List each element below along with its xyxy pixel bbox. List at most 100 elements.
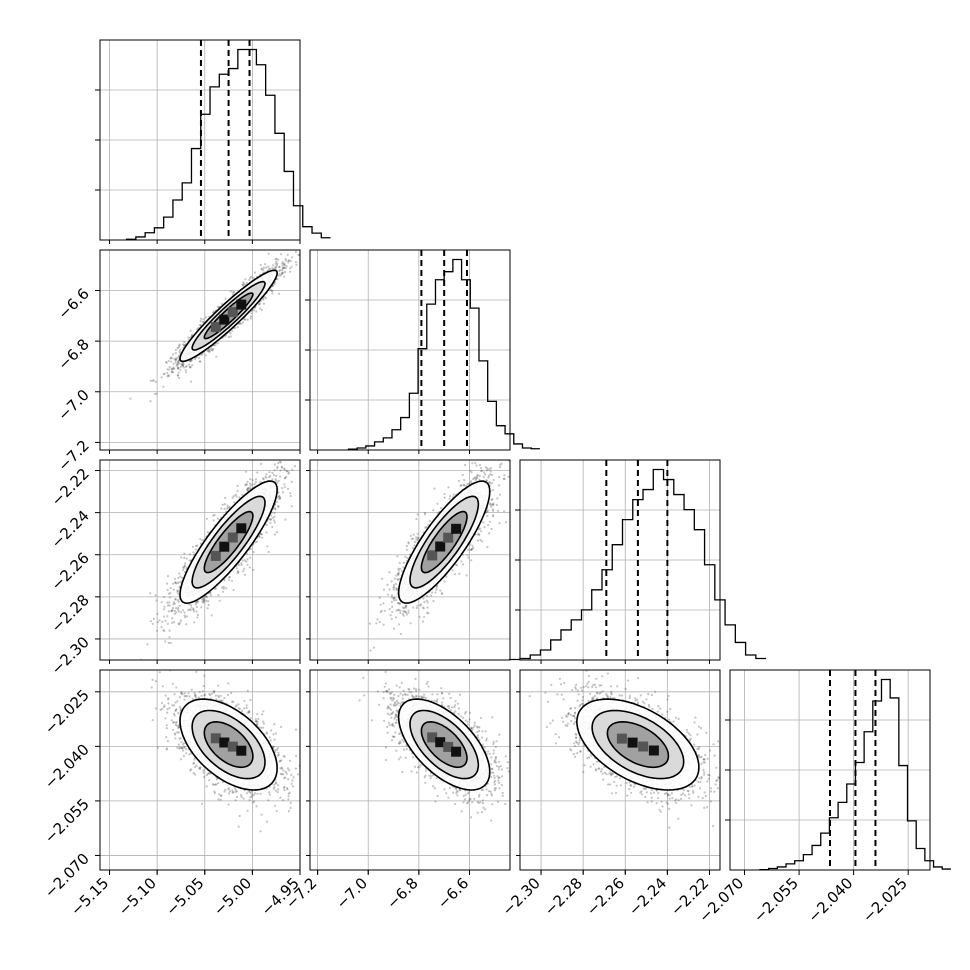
sample-point xyxy=(230,579,234,582)
sample-point xyxy=(294,261,298,264)
sample-point xyxy=(216,305,219,308)
sample-point xyxy=(244,318,247,321)
sample-point xyxy=(256,540,259,543)
sample-point xyxy=(273,521,276,524)
sample-point xyxy=(264,475,267,478)
sample-point xyxy=(206,531,209,534)
sample-point xyxy=(244,483,248,486)
sample-point xyxy=(264,263,267,266)
sample-point xyxy=(174,358,177,361)
sample-point xyxy=(182,566,185,569)
sample-point xyxy=(288,259,291,262)
sample-point xyxy=(171,371,174,374)
sample-point xyxy=(183,556,186,560)
sample-point xyxy=(283,262,286,265)
sample-point xyxy=(275,260,278,263)
sample-point xyxy=(223,579,226,582)
sample-point xyxy=(283,266,286,269)
sample-point xyxy=(172,353,175,356)
sample-point xyxy=(270,514,273,517)
sample-point xyxy=(278,497,282,500)
sample-point xyxy=(181,609,185,612)
sample-point xyxy=(223,503,226,506)
sample-point xyxy=(176,591,179,594)
sample-point xyxy=(218,599,221,602)
sample-point xyxy=(240,322,243,325)
sample-point xyxy=(290,265,293,268)
sample-point xyxy=(305,243,307,245)
sample-point xyxy=(179,368,182,371)
sample-point xyxy=(244,278,247,281)
sample-point xyxy=(174,359,177,362)
sample-point xyxy=(164,619,167,622)
sample-point xyxy=(279,469,282,472)
sample-point xyxy=(242,283,245,286)
sample-point xyxy=(166,604,170,607)
sample-point xyxy=(173,621,176,624)
sample-point xyxy=(190,359,193,362)
sample-point xyxy=(277,505,280,508)
sample-point xyxy=(191,364,194,367)
sample-point xyxy=(194,548,197,551)
sample-point xyxy=(266,545,269,548)
sample-point xyxy=(178,343,181,346)
sample-point xyxy=(176,374,180,377)
sample-point xyxy=(246,558,249,561)
sample-point xyxy=(248,486,251,489)
sample-point xyxy=(176,365,179,368)
histogram-step-line xyxy=(509,468,767,661)
sample-point xyxy=(149,592,152,595)
sample-point xyxy=(168,368,171,371)
sample-point xyxy=(283,264,286,267)
sample-point xyxy=(174,352,177,355)
sample-point xyxy=(162,385,165,388)
sample-point xyxy=(173,357,176,360)
sample-point xyxy=(267,550,270,554)
sample-point xyxy=(212,519,215,522)
sample-point xyxy=(197,600,200,603)
sample-point xyxy=(251,479,254,482)
sample-point xyxy=(165,361,168,364)
sample-point xyxy=(285,475,288,478)
sample-point xyxy=(176,374,179,377)
sample-point xyxy=(257,303,260,306)
sample-point xyxy=(273,519,276,522)
sample-point xyxy=(277,274,280,277)
sample-point xyxy=(271,526,274,529)
sample-point xyxy=(243,318,246,321)
sample-point xyxy=(252,276,255,280)
sample-point xyxy=(271,292,274,295)
sample-point xyxy=(284,257,287,261)
sample-point xyxy=(207,600,210,603)
sample-point xyxy=(212,347,215,351)
sample-point xyxy=(250,312,253,315)
sample-point xyxy=(268,517,271,521)
sample-point xyxy=(191,545,194,548)
sample-point xyxy=(236,572,239,575)
sample-point xyxy=(170,609,174,613)
sample-point xyxy=(167,359,170,362)
sample-point xyxy=(291,468,294,471)
sample-point xyxy=(282,266,285,269)
sample-point xyxy=(260,462,263,465)
histogram-step-line xyxy=(347,258,540,450)
sample-point xyxy=(179,348,182,351)
sample-point xyxy=(248,566,251,569)
sample-point xyxy=(284,518,287,521)
sample-point xyxy=(287,487,290,491)
sample-point xyxy=(166,601,169,604)
sample-point xyxy=(279,496,282,499)
sample-point xyxy=(273,463,276,466)
sample-point xyxy=(177,346,180,349)
sample-point xyxy=(282,263,285,266)
sample-point xyxy=(269,267,272,270)
sample-point xyxy=(178,572,181,575)
sample-point xyxy=(250,275,253,278)
sample-point xyxy=(163,595,166,599)
sample-point xyxy=(200,606,203,609)
sample-point xyxy=(285,470,288,473)
sample-point xyxy=(274,262,277,265)
sample-point xyxy=(129,397,132,400)
sample-point xyxy=(259,307,262,310)
sample-point xyxy=(276,465,279,468)
